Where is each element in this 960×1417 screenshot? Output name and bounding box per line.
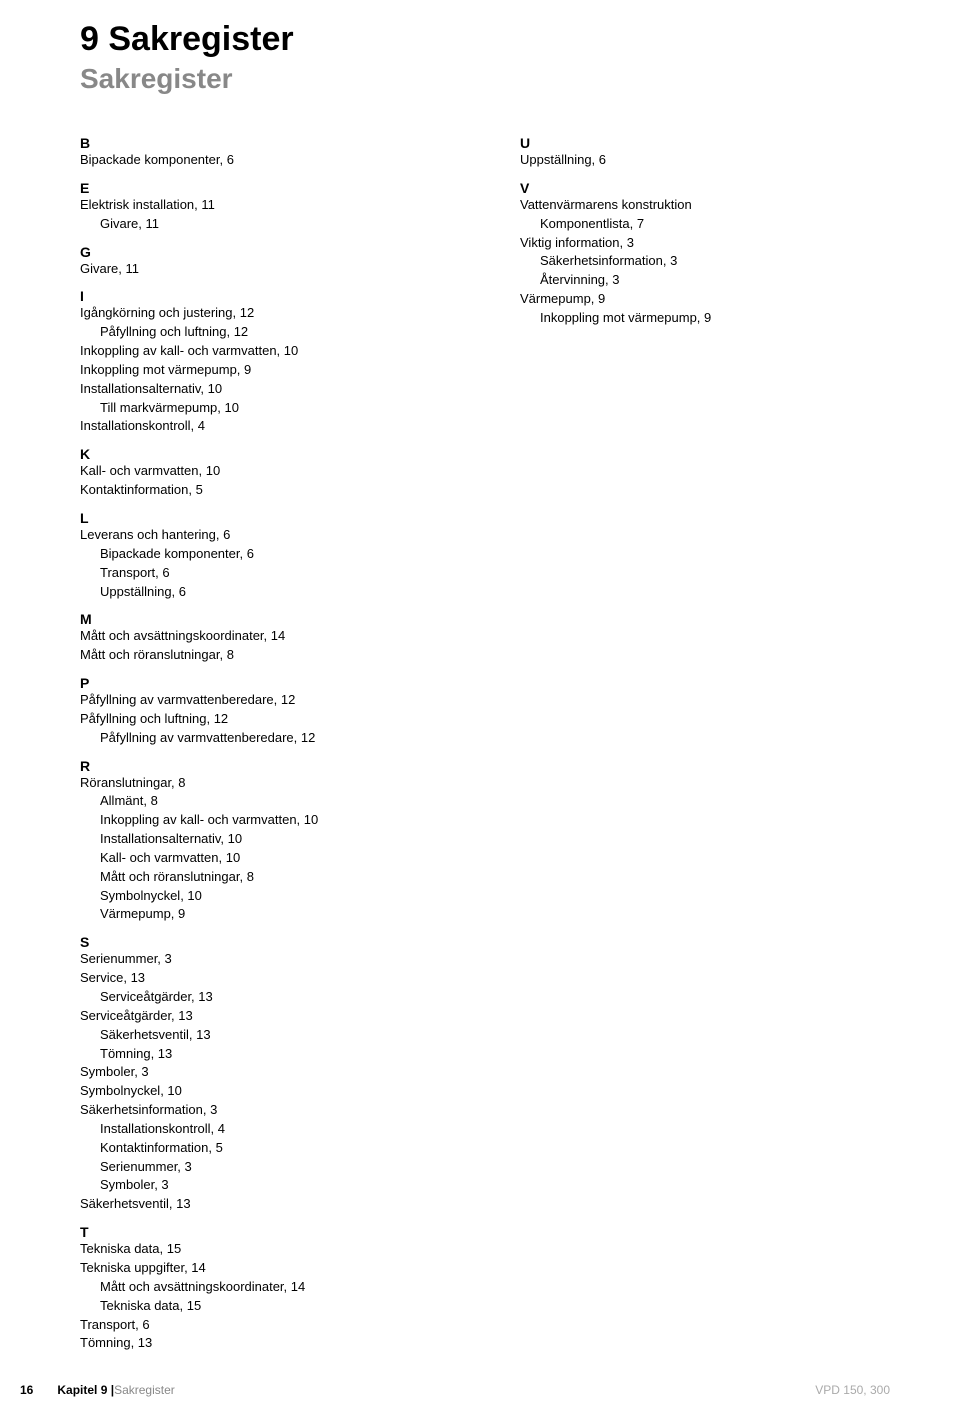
index-entry: Säkerhetsinformation, 3 — [520, 252, 900, 271]
index-entry: Leverans och hantering, 6 — [80, 526, 460, 545]
index-entry: Kontaktinformation, 5 — [80, 481, 460, 500]
index-entry: Symboler, 3 — [80, 1176, 460, 1195]
index-entry: Transport, 6 — [80, 1316, 460, 1335]
index-columns: BBipackade komponenter, 6EElektrisk inst… — [80, 125, 900, 1353]
index-entry: Inkoppling av kall- och varmvatten, 10 — [80, 811, 460, 830]
index-entry: Värmepump, 9 — [520, 290, 900, 309]
index-entry: Installationskontroll, 4 — [80, 417, 460, 436]
index-entry: Service, 13 — [80, 969, 460, 988]
index-entry: Symboler, 3 — [80, 1063, 460, 1082]
index-entry: Påfyllning av varmvattenberedare, 12 — [80, 691, 460, 710]
index-entry: Mått och avsättningskoordinater, 14 — [80, 1278, 460, 1297]
index-entry: Transport, 6 — [80, 564, 460, 583]
index-entry: Symbolnyckel, 10 — [80, 1082, 460, 1101]
index-entry: Inkoppling mot värmepump, 9 — [520, 309, 900, 328]
index-entry: Vattenvärmarens konstruktion — [520, 196, 900, 215]
index-entry: Komponentlista, 7 — [520, 215, 900, 234]
index-entry: Säkerhetsinformation, 3 — [80, 1101, 460, 1120]
index-entry: Inkoppling av kall- och varmvatten, 10 — [80, 342, 460, 361]
index-entry: Återvinning, 3 — [520, 271, 900, 290]
index-letter: I — [80, 288, 460, 304]
index-letter: R — [80, 758, 460, 774]
index-entry: Installationskontroll, 4 — [80, 1120, 460, 1139]
index-letter: M — [80, 611, 460, 627]
index-entry: Värmepump, 9 — [80, 905, 460, 924]
index-entry: Tömning, 13 — [80, 1045, 460, 1064]
index-entry: Allmänt, 8 — [80, 792, 460, 811]
index-entry: Givare, 11 — [80, 260, 460, 279]
index-letter: U — [520, 135, 900, 151]
index-entry: Serviceåtgärder, 13 — [80, 1007, 460, 1026]
footer-model: VPD 150, 300 — [815, 1383, 890, 1397]
index-letter: P — [80, 675, 460, 691]
index-entry: Bipackade komponenter, 6 — [80, 151, 460, 170]
index-entry: Uppställning, 6 — [80, 583, 460, 602]
index-entry: Till markvärmepump, 10 — [80, 399, 460, 418]
index-entry: Tekniska uppgifter, 14 — [80, 1259, 460, 1278]
footer-left: 16 Kapitel 9 | Sakregister — [80, 1383, 175, 1397]
subtitle: Sakregister — [80, 63, 900, 95]
index-entry: Inkoppling mot värmepump, 9 — [80, 361, 460, 380]
index-entry: Påfyllning av varmvattenberedare, 12 — [80, 729, 460, 748]
index-entry: Kontaktinformation, 5 — [80, 1139, 460, 1158]
index-entry: Givare, 11 — [80, 215, 460, 234]
index-entry: Mått och röranslutningar, 8 — [80, 646, 460, 665]
index-entry: Symbolnyckel, 10 — [80, 887, 460, 906]
index-entry: Installationsalternativ, 10 — [80, 380, 460, 399]
index-entry: Tömning, 13 — [80, 1334, 460, 1353]
index-entry: Säkerhetsventil, 13 — [80, 1195, 460, 1214]
index-letter: V — [520, 180, 900, 196]
index-column: UUppställning, 6 VVattenvärmarens konstru… — [520, 125, 900, 1353]
index-entry: Viktig information, 3 — [520, 234, 900, 253]
index-entry: Tekniska data, 15 — [80, 1297, 460, 1316]
index-entry: Mått och röranslutningar, 8 — [80, 868, 460, 887]
index-letter: S — [80, 934, 460, 950]
index-letter: B — [80, 135, 460, 151]
index-letter: K — [80, 446, 460, 462]
page-number: 16 — [20, 1383, 33, 1397]
index-entry: Installationsalternativ, 10 — [80, 830, 460, 849]
index-entry: Säkerhetsventil, 13 — [80, 1026, 460, 1045]
index-entry: Tekniska data, 15 — [80, 1240, 460, 1259]
index-letter: L — [80, 510, 460, 526]
index-entry: Serienummer, 3 — [80, 950, 460, 969]
index-entry: Serienummer, 3 — [80, 1158, 460, 1177]
index-entry: Röranslutningar, 8 — [80, 774, 460, 793]
index-entry: Elektrisk installation, 11 — [80, 196, 460, 215]
footer-section: Sakregister — [114, 1383, 175, 1397]
index-entry: Mått och avsättningskoordinater, 14 — [80, 627, 460, 646]
index-letter: E — [80, 180, 460, 196]
index-letter: G — [80, 244, 460, 260]
index-column: BBipackade komponenter, 6EElektrisk inst… — [80, 125, 460, 1353]
index-letter: T — [80, 1224, 460, 1240]
index-entry: Påfyllning och luftning, 12 — [80, 710, 460, 729]
index-entry: Kall- och varmvatten, 10 — [80, 462, 460, 481]
footer-chapter: Kapitel 9 | — [57, 1383, 114, 1397]
index-entry: Igångkörning och justering, 12 — [80, 304, 460, 323]
index-entry: Kall- och varmvatten, 10 — [80, 849, 460, 868]
index-entry: Uppställning, 6 — [520, 151, 900, 170]
index-entry: Serviceåtgärder, 13 — [80, 988, 460, 1007]
index-entry: Påfyllning och luftning, 12 — [80, 323, 460, 342]
index-entry: Bipackade komponenter, 6 — [80, 545, 460, 564]
footer: 16 Kapitel 9 | Sakregister VPD 150, 300 — [80, 1383, 900, 1397]
page: 9 Sakregister Sakregister BBipackade kom… — [0, 0, 960, 1417]
chapter-title: 9 Sakregister — [80, 20, 900, 59]
